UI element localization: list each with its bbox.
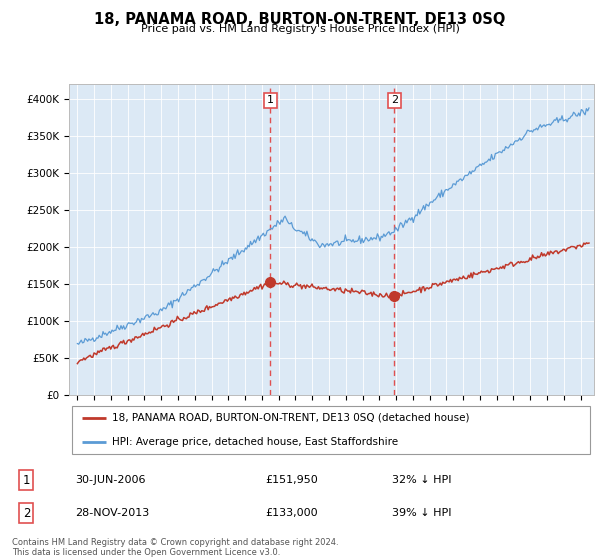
Text: 30-JUN-2006: 30-JUN-2006 bbox=[76, 475, 146, 486]
Text: £151,950: £151,950 bbox=[265, 475, 318, 486]
Text: 39% ↓ HPI: 39% ↓ HPI bbox=[392, 508, 452, 518]
FancyBboxPatch shape bbox=[71, 406, 590, 454]
Text: 1: 1 bbox=[23, 474, 30, 487]
Text: 2: 2 bbox=[391, 95, 398, 105]
Text: Price paid vs. HM Land Registry's House Price Index (HPI): Price paid vs. HM Land Registry's House … bbox=[140, 24, 460, 34]
Text: HPI: Average price, detached house, East Staffordshire: HPI: Average price, detached house, East… bbox=[112, 437, 398, 447]
Text: Contains HM Land Registry data © Crown copyright and database right 2024.
This d: Contains HM Land Registry data © Crown c… bbox=[12, 538, 338, 557]
Text: 1: 1 bbox=[267, 95, 274, 105]
Text: 18, PANAMA ROAD, BURTON-ON-TRENT, DE13 0SQ: 18, PANAMA ROAD, BURTON-ON-TRENT, DE13 0… bbox=[94, 12, 506, 27]
Text: £133,000: £133,000 bbox=[265, 508, 318, 518]
Text: 18, PANAMA ROAD, BURTON-ON-TRENT, DE13 0SQ (detached house): 18, PANAMA ROAD, BURTON-ON-TRENT, DE13 0… bbox=[112, 413, 470, 423]
Text: 2: 2 bbox=[23, 507, 30, 520]
Text: 32% ↓ HPI: 32% ↓ HPI bbox=[392, 475, 452, 486]
Text: 28-NOV-2013: 28-NOV-2013 bbox=[76, 508, 149, 518]
